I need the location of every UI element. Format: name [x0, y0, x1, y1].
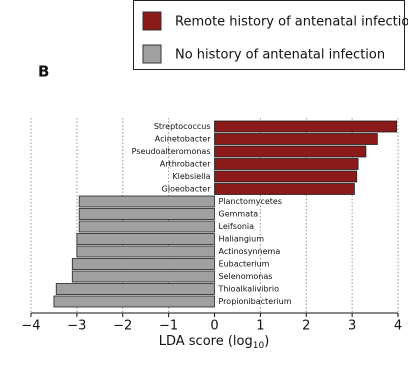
bar: [53, 295, 215, 308]
category-label: Eubacterium: [219, 260, 270, 269]
category-label: Thioalkalivibrio: [218, 285, 280, 294]
legend-swatch: [142, 11, 162, 31]
legend-swatch: [142, 44, 162, 64]
bar: [78, 195, 215, 208]
x-tick-label: 0: [210, 319, 218, 334]
bar: [71, 270, 215, 283]
x-tick-label: −3: [67, 319, 86, 334]
bar: [76, 233, 215, 245]
bar: [76, 245, 215, 258]
bar: [214, 145, 367, 158]
category-label: Gemmata: [219, 210, 259, 219]
bar: [71, 258, 215, 270]
category-label: Planctomycetes: [219, 197, 283, 206]
x-label-sub: 10: [253, 341, 265, 351]
legend-label: No history of antenatal infection: [175, 48, 385, 63]
x-tick-label: −4: [21, 319, 40, 334]
category-label: Selenomonas: [219, 272, 273, 281]
category-label: Haliangium: [219, 235, 265, 244]
category-label: Acinetobacter: [155, 135, 211, 144]
x-tick-label: 2: [302, 319, 310, 334]
bar: [78, 220, 215, 233]
x-tick-label: −1: [159, 319, 178, 334]
category-label: Streptococcus: [154, 122, 211, 131]
category-label: Gloeobacter: [162, 185, 212, 194]
legend-box: [133, 0, 405, 70]
bar: [214, 120, 398, 133]
x-tick-label: 3: [348, 319, 356, 334]
x-label-text: LDA score (log: [159, 334, 253, 349]
bar: [55, 283, 215, 295]
category-label: Leifsonia: [219, 222, 255, 231]
category-label: Klebsiella: [172, 172, 210, 181]
bar: [214, 170, 358, 183]
category-label: Pseudoalteromonas: [132, 147, 211, 156]
x-tick-label: −2: [113, 319, 132, 334]
x-tick-label: 4: [394, 319, 402, 334]
legend-label: Remote history of antenatal infection: [175, 15, 408, 30]
category-label: Arthrobacter: [160, 160, 211, 169]
bar: [214, 158, 359, 170]
x-tick-label: 1: [256, 319, 264, 334]
category-label: Actinosynnema: [219, 247, 281, 256]
bar: [78, 208, 215, 220]
x-axis-label: LDA score (log10): [159, 334, 270, 351]
bar: [214, 183, 355, 195]
panel-label: B: [38, 63, 49, 81]
x-label-end: ): [264, 334, 269, 349]
category-label: Propionibacterium: [219, 297, 292, 306]
bar: [214, 133, 378, 145]
